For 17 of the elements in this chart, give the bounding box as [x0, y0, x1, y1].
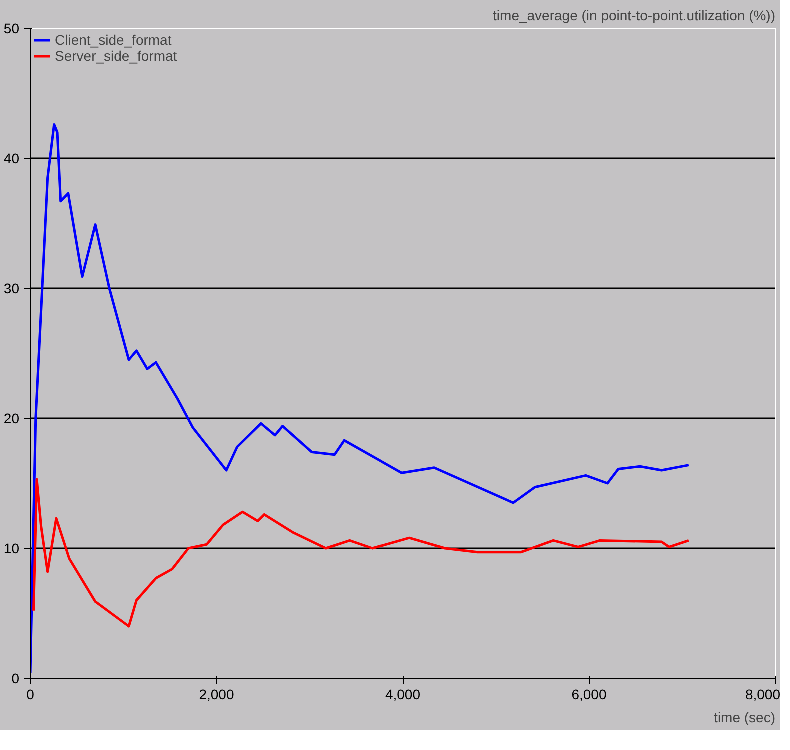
x-tick-label: 0: [26, 686, 35, 702]
legend-label: Server_side_format: [55, 48, 178, 64]
x-tick-label: 4,000: [385, 686, 421, 702]
x-tick-label: 2,000: [199, 686, 234, 702]
x-tick-label: 6,000: [572, 686, 607, 702]
y-tick-label: 40: [4, 150, 20, 166]
y-tick-label: 0: [12, 670, 20, 686]
y-tick-label: 20: [4, 410, 20, 426]
y-tick-label: 50: [4, 20, 20, 36]
x-tick-label: 8,000: [745, 686, 781, 702]
line-series: [30, 123, 690, 675]
x-axis-title: time (sec): [714, 710, 776, 726]
legend-label: Client_side_format: [55, 32, 172, 48]
chart-title: time_average (in point-to-point.utilization (%)): [493, 8, 776, 24]
y-tick-label: 10: [4, 540, 20, 556]
line-series: [32, 478, 690, 628]
y-tick-label: 30: [4, 280, 20, 296]
